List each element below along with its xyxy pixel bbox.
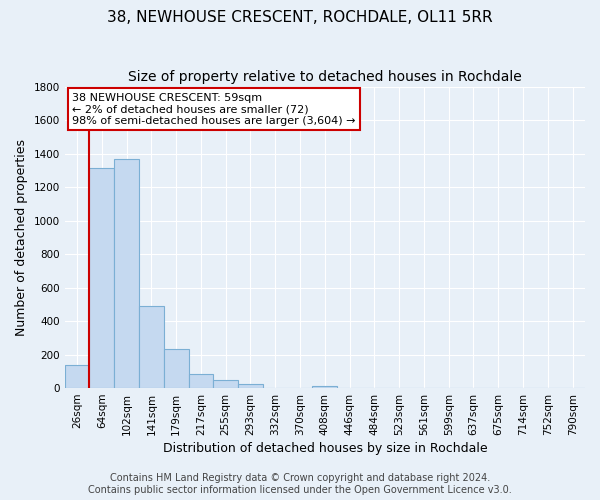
Text: 38 NEWHOUSE CRESCENT: 59sqm
← 2% of detached houses are smaller (72)
98% of semi: 38 NEWHOUSE CRESCENT: 59sqm ← 2% of deta…: [73, 92, 356, 126]
Title: Size of property relative to detached houses in Rochdale: Size of property relative to detached ho…: [128, 70, 522, 84]
Text: Contains HM Land Registry data © Crown copyright and database right 2024.
Contai: Contains HM Land Registry data © Crown c…: [88, 474, 512, 495]
Y-axis label: Number of detached properties: Number of detached properties: [15, 139, 28, 336]
Bar: [114, 160, 139, 388]
Bar: [139, 306, 164, 388]
Bar: [164, 348, 188, 388]
Bar: [65, 364, 89, 388]
Bar: [214, 380, 238, 388]
Bar: [313, 386, 337, 388]
Bar: [188, 374, 214, 388]
Text: 38, NEWHOUSE CRESCENT, ROCHDALE, OL11 5RR: 38, NEWHOUSE CRESCENT, ROCHDALE, OL11 5R…: [107, 10, 493, 25]
Bar: [238, 384, 263, 388]
X-axis label: Distribution of detached houses by size in Rochdale: Distribution of detached houses by size …: [163, 442, 487, 455]
Bar: [89, 168, 114, 388]
